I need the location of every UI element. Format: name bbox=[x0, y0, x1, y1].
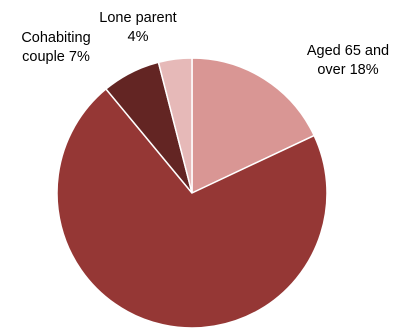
pie-slice-label-line: Aged 65 and bbox=[307, 43, 389, 59]
pie-slice-0 bbox=[191, 57, 316, 195]
pie-labels: Aged 65 and over 18% Cohabiting couple 7% Lo… bbox=[21, 10, 389, 78]
pie-slice-label-line: Lone parent bbox=[99, 10, 176, 26]
pie-slice-label-line: couple 7% bbox=[22, 49, 90, 65]
pie-slice-label-line: 4% bbox=[128, 29, 149, 45]
pie-slice-1 bbox=[56, 87, 328, 328]
pie-slice-label-line: over 18% bbox=[317, 62, 378, 78]
pie-slice-label-0: Aged 65 and over 18% bbox=[307, 43, 389, 78]
pie-slice-label-2: Cohabiting couple 7% bbox=[21, 30, 90, 65]
pie-slice-3 bbox=[157, 57, 193, 194]
pie-slice-label-line: Cohabiting bbox=[21, 30, 90, 46]
pie-slices bbox=[56, 57, 328, 328]
pie-slice-label-3: Lone parent 4% bbox=[99, 10, 176, 45]
